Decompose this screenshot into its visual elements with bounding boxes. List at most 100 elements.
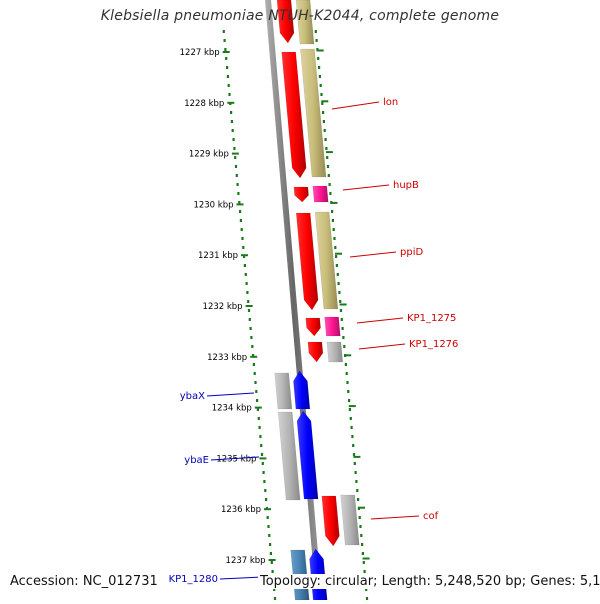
tick-label: 1230 kbp: [193, 200, 233, 210]
track-dot: [234, 156, 237, 159]
track-dot: [317, 57, 320, 60]
track-dot: [365, 597, 369, 600]
leader-line: [356, 317, 404, 324]
leader-line: [206, 392, 255, 397]
track-dot: [250, 336, 253, 339]
track-dot: [270, 561, 273, 564]
track-dot: [352, 453, 356, 456]
track-dot: [247, 309, 251, 312]
red-cds-top: [276, 0, 295, 44]
feature-label-ppiD: ppiD: [349, 247, 423, 258]
tick-label: 1232 kbp: [203, 302, 243, 312]
track-dot: [243, 264, 246, 267]
red-cds-lon: [281, 51, 307, 179]
tick-1236-kbp: 1236 kbp: [221, 505, 365, 515]
track-dot: [356, 489, 359, 492]
track-dot: [244, 273, 247, 276]
track-dot: [362, 561, 365, 564]
track-dot: [351, 435, 354, 438]
genome-summary-text: Topology: circular; Length: 5,248,520 bp…: [258, 574, 600, 589]
track-dot: [361, 552, 364, 555]
track-dot: [319, 84, 322, 87]
track-dot: [260, 453, 264, 456]
tick-1229-kbp: 1229 kbp: [189, 150, 333, 160]
dotted-track-right: [314, 30, 369, 600]
track-dot: [251, 345, 254, 348]
track-dot: [338, 291, 341, 294]
track-dot: [269, 543, 272, 546]
feature-label-text: hupB: [393, 180, 419, 191]
feature-label-KP1_1275: KP1_1275: [356, 313, 456, 324]
grey-gene-cof: [340, 494, 360, 546]
grey-gene-ybaX: [274, 372, 293, 410]
track-dot: [266, 516, 269, 519]
red-cds-ppiD: [295, 212, 319, 311]
track-dot: [223, 39, 226, 42]
blue-cds-ybaE: [296, 410, 319, 500]
track-dot: [249, 327, 252, 330]
blue-cds-ybaX: [293, 370, 311, 410]
leader-line: [358, 343, 406, 350]
feature-label-text: KP1_1276: [409, 339, 458, 350]
red-cds-hupB: [293, 186, 309, 203]
track-dot: [242, 246, 245, 249]
track-dot: [329, 192, 332, 195]
tick-1231-kbp: 1231 kbp: [198, 251, 342, 261]
track-dot: [352, 444, 355, 447]
track-dot: [233, 147, 236, 150]
track-dot: [256, 408, 259, 411]
feature-label-text: ppiD: [400, 247, 423, 258]
track-dot: [335, 255, 338, 258]
track-dot: [323, 129, 326, 132]
track-dot: [225, 57, 228, 60]
track-dot: [232, 138, 235, 141]
tick-1230-kbp: 1230 kbp: [193, 200, 338, 210]
tan-gene-ppiD: [314, 211, 339, 310]
feature-label-text: ybaE: [184, 455, 209, 466]
tick-1227-kbp: 1227 kbp: [180, 48, 324, 58]
track-dot: [267, 525, 270, 528]
tick-1228-kbp: 1228 kbp: [184, 99, 329, 109]
track-dot: [318, 75, 321, 78]
feature-label-cof: cof: [370, 511, 439, 522]
track-dot: [315, 39, 318, 42]
track-dot: [340, 318, 343, 321]
tick-label: 1231 kbp: [198, 251, 238, 261]
tick-label: 1233 kbp: [207, 353, 247, 363]
track-dot: [343, 345, 346, 348]
track-dot: [348, 408, 351, 411]
track-dot: [341, 327, 344, 330]
track-dot: [261, 462, 264, 465]
track-dot: [320, 93, 323, 96]
red-cds-cof: [321, 495, 340, 547]
track-dot: [263, 480, 266, 483]
track-dot: [264, 489, 267, 492]
leader-line: [331, 101, 380, 110]
track-dot: [350, 426, 353, 429]
track-dot: [326, 165, 330, 168]
track-dot: [325, 147, 328, 150]
track-dot: [342, 336, 345, 339]
track-dot: [327, 174, 330, 177]
track-dot: [228, 93, 231, 96]
track-dot: [240, 228, 243, 231]
track-dot: [355, 480, 358, 483]
grey-gene-KP1-1276: [326, 341, 343, 363]
feature-layer: [274, 0, 360, 601]
tick-label-layer: 1227 kbp 1228 kbp 1229 kbp 1230 kbp 1231 kbp…: [180, 48, 370, 566]
track-dot: [273, 597, 277, 600]
dotted-track-left: [222, 30, 277, 600]
track-dot: [231, 129, 234, 132]
track-dot: [321, 102, 324, 105]
track-dot: [333, 237, 336, 240]
track-dot: [271, 570, 274, 573]
track-dot: [260, 444, 263, 447]
feature-label-hupB: hupB: [342, 180, 419, 191]
track-dot: [268, 534, 271, 537]
track-dot: [237, 192, 240, 195]
track-dot: [357, 498, 360, 501]
track-dot: [365, 588, 368, 591]
